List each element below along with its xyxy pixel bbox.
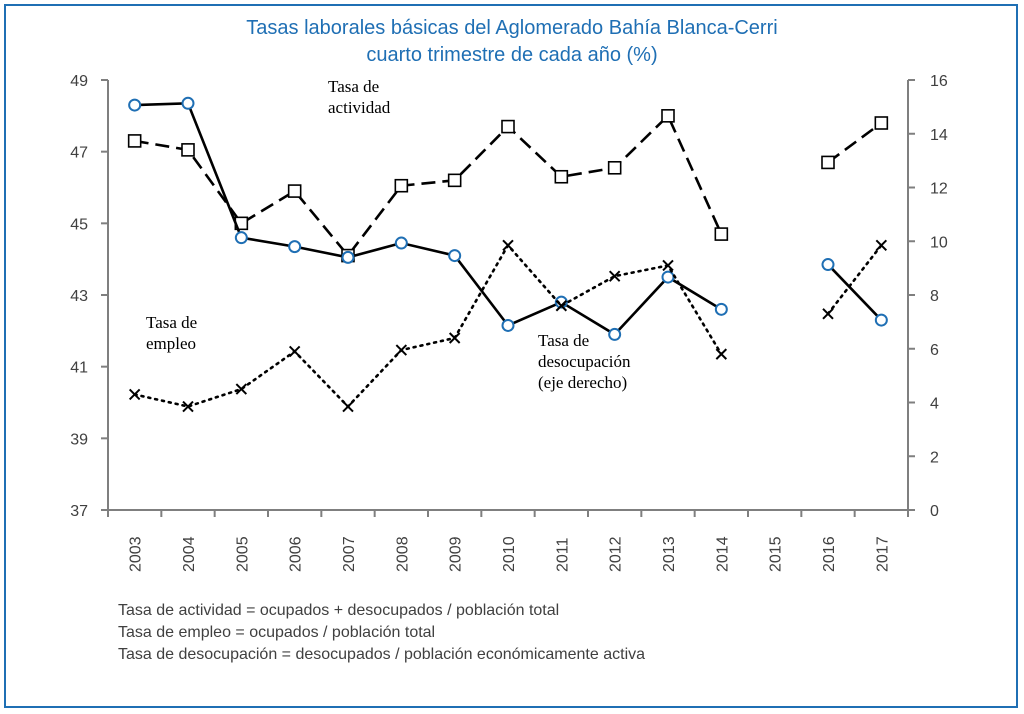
- marker-square: [181, 143, 195, 157]
- series-line-3: [826, 243, 883, 316]
- series-line-2: [134, 101, 723, 337]
- x-tick-label: 2008: [394, 536, 411, 572]
- marker-square: [394, 178, 409, 193]
- x-tick-label: 2015: [768, 536, 785, 572]
- marker-x: [288, 345, 301, 358]
- marker-x: [448, 332, 461, 344]
- marker-square: [447, 173, 462, 188]
- note-empleo: Tasa de empleo = ocupados / población to…: [118, 624, 436, 641]
- marker-square: [127, 134, 142, 148]
- marker-circle: [394, 236, 408, 250]
- marker-x: [182, 400, 194, 413]
- y-left-tick-label: 39: [70, 431, 88, 448]
- x-tick-label: 2009: [448, 536, 465, 572]
- marker-square: [501, 119, 515, 134]
- marker-x: [822, 308, 834, 320]
- marker-x: [502, 239, 514, 251]
- marker-x: [395, 344, 408, 356]
- marker-circle: [128, 98, 142, 112]
- marker-x: [875, 239, 888, 251]
- x-tick-label: 2010: [501, 536, 518, 572]
- y-right-tick-label: 6: [930, 342, 939, 359]
- marker-circle: [821, 258, 835, 272]
- annotation-empleo: empleo: [146, 334, 196, 353]
- y-right-tick-label: 8: [930, 288, 939, 305]
- y-right-tick-label: 2: [930, 449, 939, 466]
- series-line-1: [827, 121, 883, 164]
- annotation-desocupacion: Tasa de: [538, 331, 589, 350]
- marker-circle: [501, 318, 515, 332]
- y-right-tick-label: 10: [930, 234, 948, 251]
- marker-x: [128, 388, 141, 401]
- y-left-tick-label: 47: [70, 145, 88, 162]
- y-left-tick-label: 41: [70, 360, 88, 377]
- y-right-tick-label: 0: [930, 503, 939, 520]
- marker-square: [661, 109, 675, 123]
- marker-circle: [234, 231, 248, 245]
- annotation-actividad: actividad: [328, 98, 391, 117]
- y-left-tick-label: 45: [70, 216, 88, 233]
- y-right-tick-label: 4: [930, 396, 939, 413]
- marker-square: [874, 116, 889, 130]
- x-tick-label: 2014: [714, 536, 731, 572]
- y-left-tick-label: 43: [70, 288, 88, 305]
- marker-x: [235, 383, 248, 395]
- marker-circle: [181, 96, 195, 110]
- x-tick-label: 2013: [661, 536, 678, 572]
- definitions-notes: Tasa de actividad = ocupados + desocupad…: [118, 600, 645, 666]
- marker-circle: [874, 313, 888, 327]
- marker-x: [555, 300, 568, 312]
- y-left-tick-label: 37: [70, 503, 88, 520]
- series-line-3: [133, 243, 723, 409]
- note-desocupacion: Tasa de desocupación = desocupados / pob…: [118, 646, 646, 663]
- marker-x: [342, 400, 354, 413]
- marker-square: [821, 155, 835, 170]
- annotation-desocupacion: (eje derecho): [538, 373, 627, 392]
- x-tick-label: 2011: [554, 537, 571, 572]
- marker-square: [287, 184, 302, 198]
- y-right-tick-label: 16: [930, 73, 948, 90]
- y-right-tick-label: 12: [930, 181, 948, 198]
- marker-square: [607, 160, 622, 175]
- annotation-desocupacion: desocupación: [538, 352, 631, 371]
- x-tick-label: 2005: [234, 536, 251, 572]
- series-line-2: [827, 263, 883, 321]
- chart-subtitle: cuarto trimestre de cada año (%): [366, 44, 658, 66]
- x-tick-label: 2006: [288, 536, 305, 572]
- marker-circle: [288, 240, 302, 254]
- marker-circle: [448, 249, 462, 263]
- x-tick-label: 2016: [821, 536, 838, 572]
- note-actividad: Tasa de actividad = ocupados + desocupad…: [118, 602, 560, 619]
- y-left-tick-label: 49: [70, 73, 88, 90]
- x-tick-label: 2012: [608, 536, 625, 572]
- marker-circle: [608, 327, 622, 341]
- x-tick-label: 2007: [341, 536, 358, 572]
- x-tick-label: 2003: [128, 536, 145, 572]
- x-tick-label: 2004: [181, 536, 198, 572]
- marker-circle: [661, 270, 675, 284]
- marker-circle: [714, 302, 728, 316]
- chart-title: Tasas laborales básicas del Aglomerado B…: [246, 17, 778, 39]
- series-line-1: [134, 113, 723, 258]
- x-tick-label: 2017: [874, 536, 891, 572]
- marker-x: [608, 270, 621, 282]
- marker-x: [715, 348, 728, 360]
- marker-x: [662, 259, 674, 272]
- annotation-actividad: Tasa de: [328, 77, 379, 96]
- marker-square: [554, 169, 569, 184]
- y-right-tick-label: 14: [930, 127, 948, 144]
- marker-circle: [341, 250, 355, 264]
- marker-square: [714, 227, 729, 241]
- annotation-empleo: Tasa de: [146, 313, 197, 332]
